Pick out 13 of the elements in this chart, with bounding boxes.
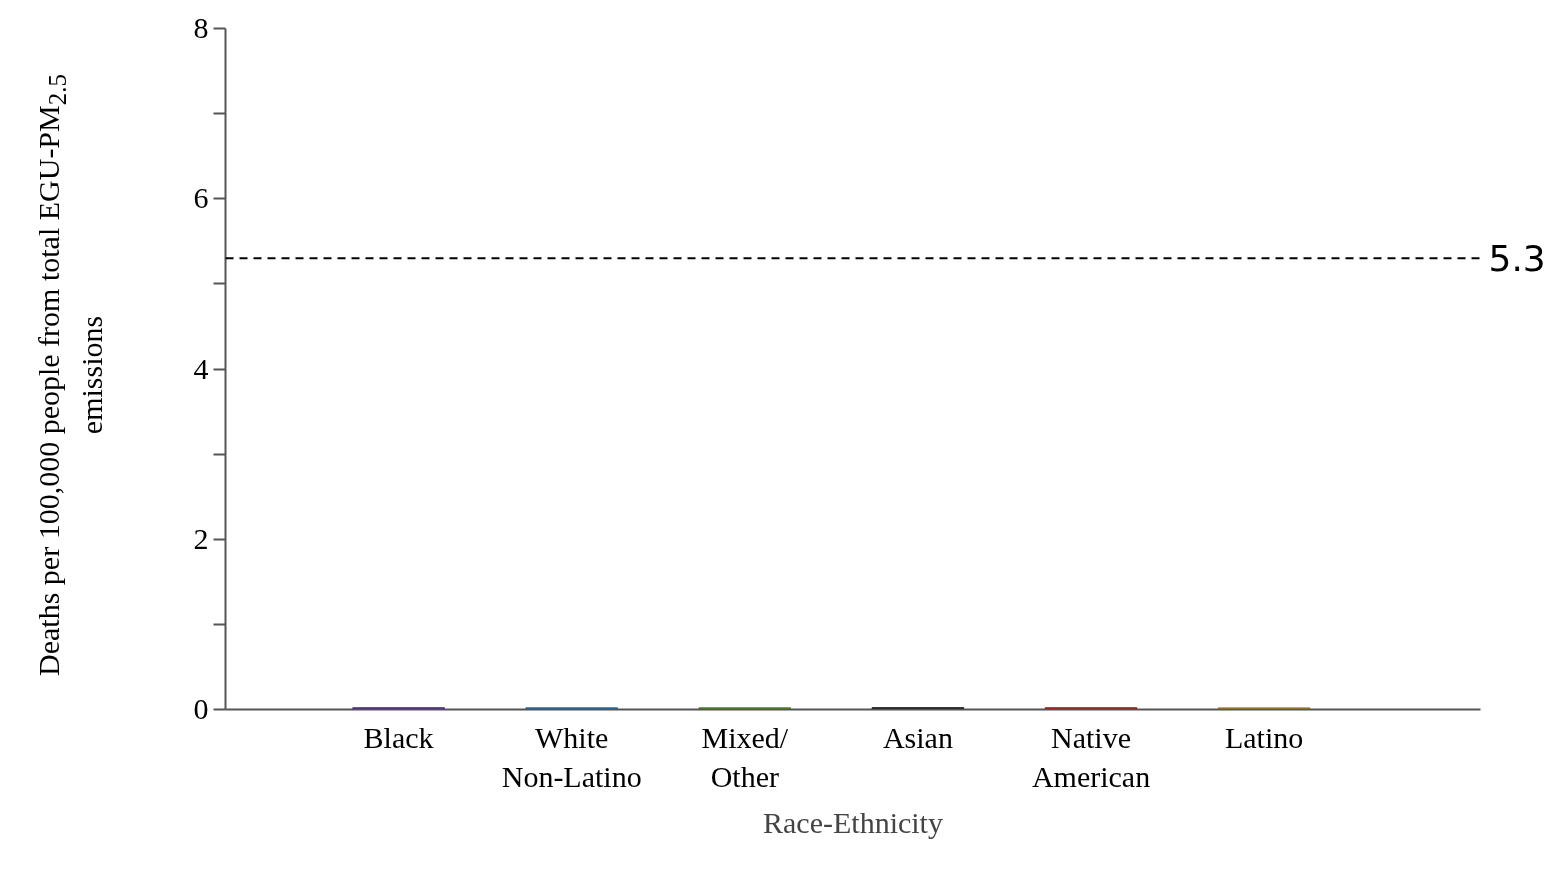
- y-tick-label: 8: [193, 11, 209, 44]
- x-tick-label: Native American: [1031, 720, 1151, 794]
- x-tick-label: Asian: [882, 720, 953, 754]
- x-tick-label: White Non-Latino: [501, 720, 642, 794]
- x-axis-title: Race-Ethnicity: [763, 806, 943, 840]
- x-tick-label: Mixed/ Other: [701, 720, 789, 794]
- y-tick-label: 4: [193, 351, 209, 385]
- x-tick-label: Latino: [1224, 720, 1304, 754]
- y-tick-label: 6: [193, 181, 209, 215]
- x-tick-label: Black: [363, 720, 434, 754]
- y-tick-label: 2: [193, 521, 209, 555]
- y-tick-label: 0: [193, 692, 209, 725]
- ref-line-label: 5.3: [1488, 238, 1546, 280]
